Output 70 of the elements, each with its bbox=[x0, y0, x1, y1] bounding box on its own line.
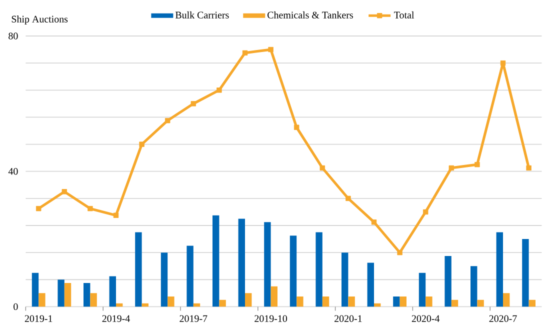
point bbox=[190, 101, 196, 106]
point bbox=[448, 165, 454, 171]
bar bbox=[32, 272, 39, 307]
bar bbox=[316, 232, 322, 307]
bar bbox=[342, 252, 348, 307]
bar bbox=[290, 236, 297, 307]
point bbox=[371, 220, 377, 225]
bar bbox=[528, 300, 536, 307]
bar bbox=[186, 246, 194, 307]
bar bbox=[168, 296, 174, 307]
bar bbox=[470, 266, 478, 307]
bar bbox=[503, 293, 510, 307]
bar bbox=[58, 280, 64, 307]
point bbox=[216, 88, 222, 93]
x-tick-label: 2019-7 bbox=[180, 315, 208, 322]
bar bbox=[426, 296, 432, 307]
point bbox=[397, 250, 402, 256]
bar bbox=[451, 300, 458, 307]
y-tick-label: 80 bbox=[8, 32, 18, 40]
bar bbox=[322, 296, 330, 307]
point bbox=[62, 189, 67, 194]
point bbox=[88, 206, 93, 212]
bar bbox=[38, 293, 46, 307]
legend-label: Total bbox=[394, 11, 414, 18]
legend-label: Chemicals & Tankers bbox=[268, 11, 353, 18]
point bbox=[423, 209, 428, 215]
bar bbox=[264, 222, 271, 307]
point bbox=[500, 60, 506, 66]
bar bbox=[245, 293, 252, 307]
bar bbox=[522, 239, 529, 307]
bar bbox=[270, 286, 278, 307]
bar bbox=[212, 215, 220, 307]
point bbox=[165, 118, 170, 124]
legend-label: Bulk Carriers bbox=[175, 11, 229, 18]
bar bbox=[348, 296, 355, 307]
bar bbox=[160, 252, 168, 307]
bar bbox=[219, 300, 226, 307]
bar bbox=[400, 296, 407, 307]
x-tick-label: 2020-4 bbox=[412, 315, 440, 322]
bar bbox=[296, 296, 304, 307]
point bbox=[294, 124, 300, 130]
point bbox=[242, 50, 248, 56]
bar bbox=[238, 218, 245, 307]
bar bbox=[444, 256, 452, 307]
y-tick-label: 0 bbox=[14, 303, 18, 310]
bar bbox=[135, 232, 142, 307]
y-tick-label: 40 bbox=[8, 168, 18, 175]
bar bbox=[496, 232, 504, 307]
point bbox=[113, 212, 119, 218]
bar bbox=[367, 262, 374, 307]
point bbox=[526, 165, 532, 171]
y-axis-title: Ship Auctions bbox=[12, 15, 68, 25]
point bbox=[474, 162, 480, 168]
point bbox=[36, 206, 42, 212]
bar bbox=[393, 296, 400, 307]
point bbox=[346, 196, 351, 202]
point bbox=[320, 165, 325, 171]
point bbox=[139, 142, 144, 147]
x-tick-label: 2020-1 bbox=[334, 315, 362, 322]
x-tick-label: 2019-10 bbox=[254, 315, 288, 322]
bar bbox=[477, 300, 484, 307]
x-tick-label: 2020-7 bbox=[489, 315, 517, 322]
bar bbox=[90, 293, 97, 307]
bar bbox=[64, 283, 72, 307]
bar bbox=[418, 272, 426, 307]
x-tick-label: 2019-1 bbox=[24, 315, 52, 322]
bar bbox=[109, 276, 116, 307]
point bbox=[268, 46, 274, 52]
x-tick-label: 2019-4 bbox=[102, 315, 130, 322]
bar bbox=[84, 283, 90, 307]
